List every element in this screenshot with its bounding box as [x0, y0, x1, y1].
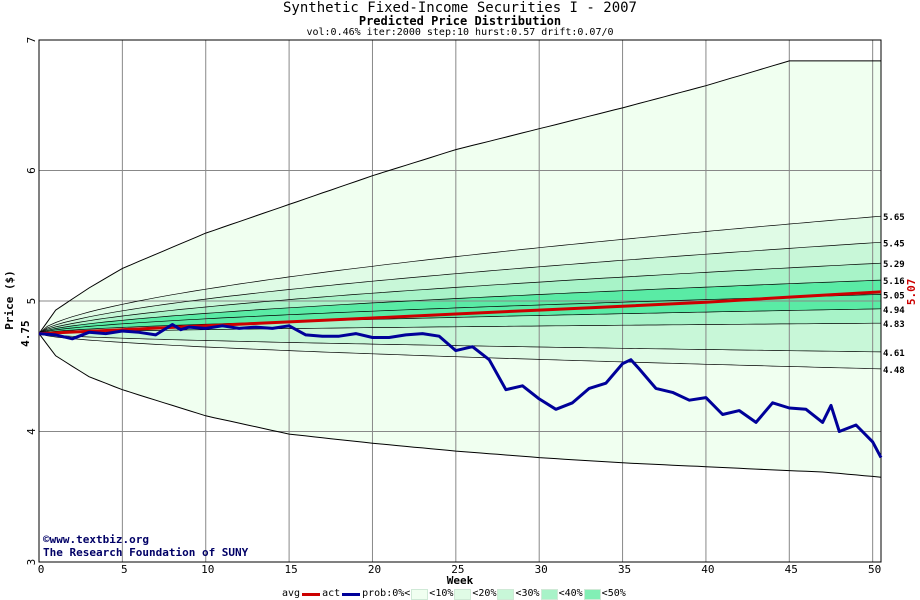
lower-boundary-line: [38, 333, 882, 478]
credit-url: ©www.textbiz.org: [43, 533, 149, 546]
legend-avg-swatch: [302, 592, 321, 596]
y-tick-label: 3: [25, 559, 38, 566]
x-tick-label: 40: [701, 563, 714, 576]
x-tick-label: 10: [201, 563, 214, 576]
percentile-end-label: 4.61: [883, 349, 905, 359]
y-tick-label: 4: [25, 428, 38, 435]
legend-band-0-swatch: [411, 588, 429, 600]
percentile-end-label: 4.94: [883, 306, 905, 316]
percentile-line: [38, 241, 882, 334]
percentile-line: [38, 333, 882, 353]
y-tick-label: 6: [25, 167, 38, 174]
chart-title: Synthetic Fixed-Income Securities I - 20…: [282, 0, 637, 16]
x-tick-label: 35: [618, 563, 631, 576]
percentile-line: [38, 262, 882, 334]
x-tick-label: 15: [284, 563, 297, 576]
legend-act-label: act: [322, 588, 341, 599]
x-tick-label: 45: [785, 563, 798, 576]
credit-organization: The Research Foundation of SUNY: [43, 546, 249, 559]
percentile-line: [38, 294, 882, 334]
labels: 4.75 5.65 5.45 5.29 5.16 5.05 4.94 4.83 4.61 4.48…: [19, 213, 918, 376]
band-50: [39, 280, 881, 334]
legend-act-swatch: [342, 592, 361, 596]
x-axis-label: Week: [447, 574, 474, 587]
start-value-label: 4.75: [19, 320, 32, 347]
chart-subtitle: Predicted Price Distribution: [358, 14, 562, 28]
x-tick-label: 30: [535, 563, 548, 576]
legend-band-10-swatch: [454, 588, 472, 600]
legend-band-40-swatch: [583, 588, 601, 600]
x-tick-label: 5: [121, 563, 128, 576]
percentile-line: [38, 308, 882, 334]
legend-band-30-swatch: [540, 588, 558, 600]
percentile-end-label: 5.65: [883, 213, 905, 223]
legend-prob-label: prob:0%<: [362, 588, 411, 599]
y-axis-label: Price ($): [3, 270, 16, 330]
percentile-end-label: 4.48: [883, 366, 905, 376]
plot-frame: [38, 39, 882, 563]
percentile-line: [38, 279, 882, 334]
legend-avg-label: avg: [282, 588, 301, 599]
legend-band-10-label: <10%: [429, 588, 454, 599]
legend-band-50-label: <50%: [601, 588, 626, 599]
end-avg-label: 5.07: [905, 279, 918, 306]
percentile-end-label: 5.45: [883, 239, 905, 249]
percentile-end-label: 4.83: [883, 320, 905, 330]
act-line: [38, 323, 883, 459]
legend-band-40-label: <40%: [558, 588, 583, 599]
legend-band-20-label: <20%: [472, 588, 497, 599]
y-tick-label: 7: [25, 37, 38, 44]
data-series: [38, 60, 883, 478]
legend: avg act prob:0%< <10% <20% <30% <40% <50…: [282, 588, 626, 600]
y-tick-label: 5: [25, 298, 38, 305]
percentile-line: [38, 333, 882, 370]
percentile-end-label: 5.05: [883, 291, 905, 301]
upper-boundary-line: [38, 60, 881, 334]
x-tick-label: 50: [868, 563, 881, 576]
legend-band-20-swatch: [497, 588, 515, 600]
percentile-line: [38, 215, 882, 334]
x-tick-label: 20: [368, 563, 381, 576]
x-tick-label: 0: [38, 563, 45, 576]
legend-band-30-label: <30%: [515, 588, 540, 599]
percentile-end-label: 5.29: [883, 260, 905, 270]
chart-parameters: vol:0.46% iter:2000 step:10 hurst:0.57 d…: [306, 27, 614, 38]
x-tick-label: 25: [451, 563, 464, 576]
percentile-end-label: 5.16: [883, 277, 905, 287]
